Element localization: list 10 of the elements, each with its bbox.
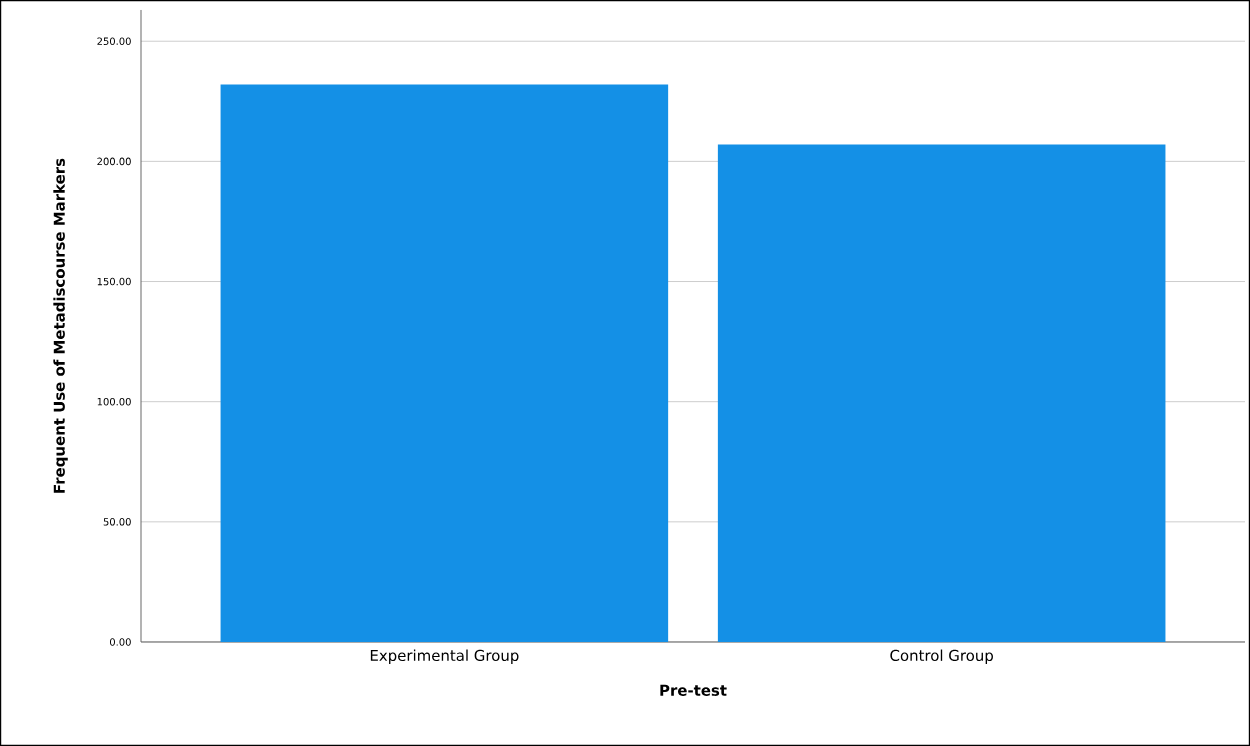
y-tick-label: 50.00 [103, 518, 131, 526]
y-tick-label: 250.00 [97, 37, 131, 45]
x-tick-label: Experimental Group [370, 649, 519, 664]
y-tick-label: 0.00 [109, 638, 131, 646]
y-axis-title: Frequent Use of Metadiscourse Markers [53, 158, 68, 493]
y-tick-label: 200.00 [97, 157, 131, 166]
y-tick-label: 100.00 [97, 397, 131, 406]
x-tick-label: Control Group [890, 649, 993, 664]
y-tick-label: 150.00 [97, 277, 131, 286]
x-axis-title: Pre-test [660, 684, 727, 696]
